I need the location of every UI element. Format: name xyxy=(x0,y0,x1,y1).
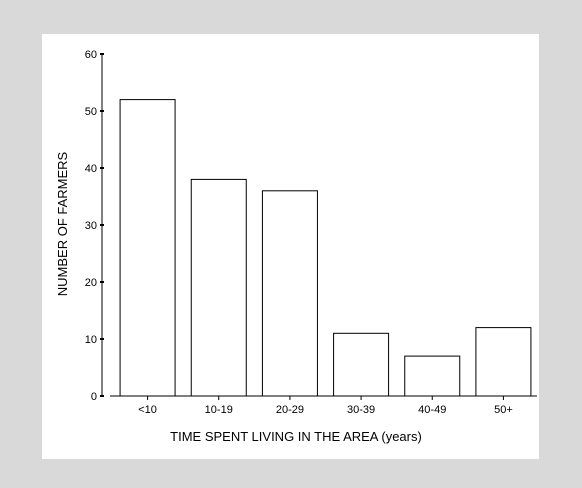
bar-1 xyxy=(190,178,247,397)
x-tick-label: 10-19 xyxy=(205,404,233,416)
x-tick-label: 30-39 xyxy=(347,404,375,416)
y-tick-label: 60 xyxy=(85,49,97,61)
y-tick-label: 30 xyxy=(85,220,97,232)
y-tick-label: 10 xyxy=(85,334,97,346)
bar-2 xyxy=(261,190,318,397)
bar-0 xyxy=(119,99,176,397)
x-tick-label: 20-29 xyxy=(276,404,304,416)
y-tick-label: 40 xyxy=(85,163,97,175)
bar-4 xyxy=(404,355,461,397)
x-tick-label: <10 xyxy=(138,404,157,416)
y-tick-label: 0 xyxy=(91,391,97,403)
x-axis-title: TIME SPENT LIVING IN THE AREA (years) xyxy=(170,429,422,444)
bar-5 xyxy=(475,327,532,397)
x-axis: <10 10-19 20-29 30-39 40-49 50+ xyxy=(110,395,537,416)
y-axis: 0 10 20 30 40 50 60 xyxy=(85,49,104,403)
x-tick-label: 40-49 xyxy=(418,404,446,416)
bars xyxy=(119,99,532,397)
y-tick-label: 20 xyxy=(85,277,97,289)
y-axis-title: NUMBER OF FARMERS xyxy=(55,151,70,296)
x-tick-label: 50+ xyxy=(494,404,513,416)
bar-3 xyxy=(333,332,390,397)
y-tick-label: 50 xyxy=(85,106,97,118)
